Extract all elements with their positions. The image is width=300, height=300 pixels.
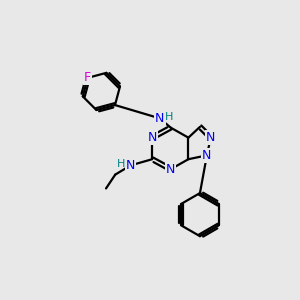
Text: H: H xyxy=(117,159,125,169)
Text: N: N xyxy=(126,159,135,172)
Text: N: N xyxy=(206,131,215,144)
Text: N: N xyxy=(155,112,165,125)
Text: N: N xyxy=(166,163,175,176)
Text: N: N xyxy=(202,149,212,162)
Text: H: H xyxy=(165,112,174,122)
Text: F: F xyxy=(84,71,91,84)
Text: N: N xyxy=(148,131,157,144)
